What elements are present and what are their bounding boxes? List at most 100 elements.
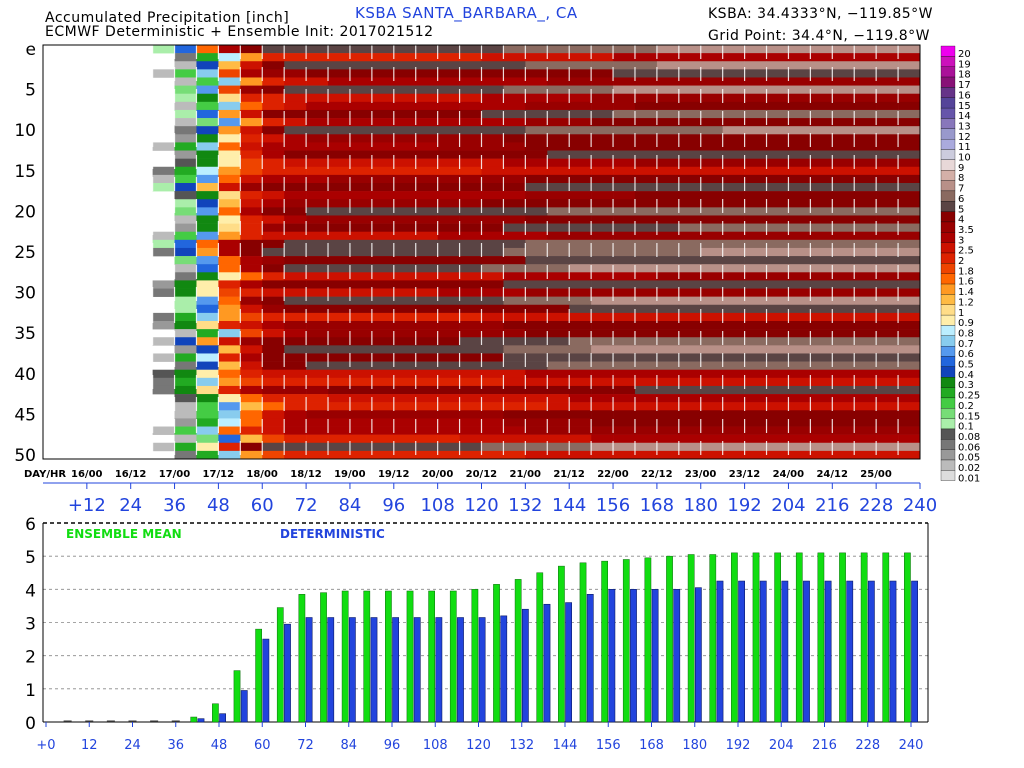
- heatmap-cell: [810, 61, 833, 70]
- heatmap-cell: [634, 77, 658, 86]
- ensemble-bar: [622, 559, 630, 723]
- heatmap-cell: [744, 61, 767, 70]
- heatmap-cell: [196, 150, 219, 159]
- heatmap-cell: [722, 45, 745, 54]
- heatmap-cell: [262, 288, 285, 297]
- heatmap-cell: [678, 329, 702, 338]
- colorbar-label: 0.02: [958, 463, 980, 474]
- heatmap-cell: [240, 361, 263, 371]
- heatmap-cell: [634, 69, 658, 78]
- heatmap-cell: [415, 126, 438, 135]
- heatmap-cell: [459, 134, 482, 143]
- heatmap-cell: [393, 426, 417, 435]
- heatmap-cell: [349, 231, 373, 241]
- heatmap-cell: [591, 442, 614, 452]
- heatmap-cells: [152, 45, 921, 460]
- heatmap-cell: [876, 402, 899, 411]
- heatmap-cell: [656, 264, 680, 273]
- heatmap-cell: [240, 256, 263, 265]
- heatmap-cell: [393, 134, 417, 143]
- heatmap-cell: [722, 215, 745, 224]
- heatmap-cell: [547, 174, 570, 184]
- heatmap-cell: [656, 183, 680, 192]
- heatmap-cell: [284, 402, 307, 411]
- heatmap-cell: [832, 158, 855, 168]
- heatmap-cell: [459, 410, 482, 419]
- heatmap-cell: [349, 361, 373, 371]
- heatmap-cell: [481, 85, 504, 95]
- heatmap-cell: [569, 77, 592, 86]
- heatmap-cell: [284, 442, 307, 452]
- heatmap-cell: [876, 183, 899, 192]
- heatmap-cell: [393, 304, 417, 314]
- heatmap-cell: [678, 191, 702, 200]
- heatmap-cell: [569, 118, 592, 127]
- heatmap-cell: [459, 329, 482, 338]
- heatmap-cell: [262, 126, 285, 135]
- forecast-hour-label: 228: [859, 495, 893, 516]
- heatmap-cell: [393, 288, 417, 297]
- heatmap-cell: [744, 353, 767, 362]
- heatmap-cell: [678, 239, 702, 249]
- heatmap-cell: [196, 304, 219, 314]
- forecast-hour-label: 24: [119, 495, 142, 516]
- heatmap-cell: [613, 61, 636, 70]
- heatmap-cell: [788, 304, 811, 314]
- heatmap-cell: [284, 166, 307, 176]
- heatmap-cell: [700, 369, 723, 379]
- heatmap-cell: [437, 69, 460, 78]
- heatmap-cell: [832, 369, 855, 379]
- heatmap-cell: [240, 377, 263, 387]
- heatmap-cell: [393, 321, 417, 330]
- heatmap-cell: [722, 134, 745, 143]
- heatmap-cell: [766, 69, 789, 78]
- heatmap-cell: [284, 109, 307, 119]
- heatmap-cell: [766, 53, 789, 62]
- heatmap-cell: [766, 247, 789, 257]
- heatmap-cell: [240, 280, 263, 289]
- heatmap-cell: [196, 418, 219, 427]
- heatmap-y-tick: e: [26, 40, 36, 60]
- heatmap-cell: [152, 183, 175, 192]
- heatmap-cell: [174, 134, 197, 143]
- heatmap-cell: [788, 442, 811, 452]
- heatmap-y-tick: 10: [14, 121, 36, 141]
- heatmap-cell: [700, 410, 723, 419]
- heatmap-cell: [459, 239, 482, 249]
- heatmap-cell: [328, 353, 351, 362]
- heatmap-cell: [634, 442, 658, 452]
- heatmap-cell: [525, 61, 548, 70]
- heatmap-cell: [744, 280, 767, 289]
- heatmap-cell: [349, 53, 373, 62]
- heatmap-cell: [810, 377, 833, 387]
- heatmap-cell: [722, 231, 745, 241]
- heatmap-cell: [481, 77, 504, 86]
- heatmap-cell: [437, 321, 460, 330]
- heatmap-cell: [766, 402, 789, 411]
- heatmap-cell: [218, 199, 241, 208]
- ensemble-bar: [644, 557, 652, 723]
- heatmap-cell: [262, 450, 285, 460]
- ensemble-bar: [817, 552, 825, 723]
- heatmap-cell: [700, 166, 723, 176]
- colorbar-label: 16: [958, 90, 971, 101]
- heatmap-cell: [349, 450, 373, 460]
- heatmap-cell: [854, 345, 877, 354]
- heatmap-cell: [634, 166, 658, 176]
- heatmap-cell: [503, 369, 526, 379]
- heatmap-cell: [415, 288, 438, 297]
- heatmap-cell: [547, 69, 570, 78]
- heatmap-cell: [240, 101, 263, 111]
- heatmap-cell: [854, 402, 877, 411]
- heatmap-cell: [634, 85, 658, 95]
- heatmap-cell: [810, 442, 833, 452]
- heatmap-cell: [393, 450, 417, 460]
- colorbar-label: 11: [958, 142, 971, 153]
- heatmap-cell: [262, 410, 285, 419]
- heatmap-cell: [832, 321, 855, 330]
- heatmap-cell: [415, 394, 438, 403]
- heatmap-cell: [634, 410, 658, 419]
- heatmap-cell: [371, 77, 395, 86]
- heatmap-cell: [415, 329, 438, 338]
